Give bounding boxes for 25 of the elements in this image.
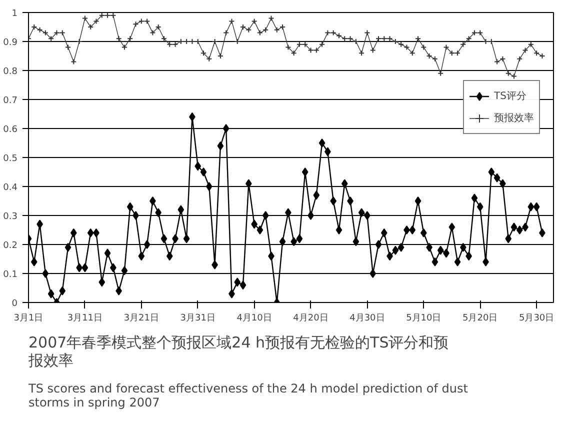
y-tick-label: 0.5 xyxy=(3,154,18,164)
y-tick-label: 0 xyxy=(12,299,18,309)
x-tick-label: 5月10日 xyxy=(406,314,442,324)
y-tick-label: 0.7 xyxy=(3,96,18,106)
legend-label: 预报效率 xyxy=(494,112,534,125)
y-tick-label: 0.4 xyxy=(3,183,18,193)
x-tick-label: 4月10日 xyxy=(236,314,272,324)
y-tick-label: 0.3 xyxy=(3,212,18,222)
y-tick-label: 0.1 xyxy=(3,270,18,280)
y-tick-label: 0.9 xyxy=(3,38,18,48)
text: TS scores and forecast effectiveness of the 24 h model prediction of dust storms in spring 2007 xyxy=(28,382,468,410)
y-tick-label: 1 xyxy=(12,9,18,19)
x-tick-label: 3月11日 xyxy=(67,314,103,324)
y-tick-label: 0.8 xyxy=(3,67,18,77)
x-tick-label: 5月20日 xyxy=(462,314,498,324)
x-tick-label: 5月30日 xyxy=(518,314,554,324)
y-tick-label: 0.2 xyxy=(3,241,18,251)
x-tick-label: 4月20日 xyxy=(293,314,328,324)
x-tick-label: 4月30日 xyxy=(350,314,385,324)
legend-label: TS评分 xyxy=(494,90,526,103)
text: 2007年春季模式整个预报区域24 h预报有无检验的TS评分和预报效率 xyxy=(28,334,449,370)
x-tick-label: 3月1日 xyxy=(14,314,44,324)
y-tick-label: 0.6 xyxy=(3,125,18,135)
x-tick-label: 3月31日 xyxy=(180,314,216,324)
x-tick-label: 3月21日 xyxy=(124,314,159,324)
